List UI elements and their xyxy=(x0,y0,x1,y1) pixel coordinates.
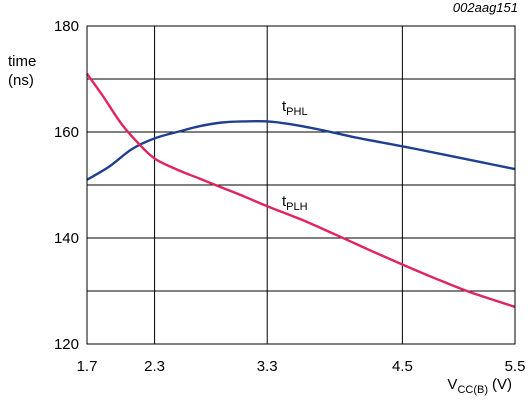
plot-frame xyxy=(86,25,516,345)
series-label-tplh-main: t xyxy=(282,193,287,210)
series-label-tplh-sub: PLH xyxy=(286,201,307,213)
grid xyxy=(87,26,515,344)
y-tick-label: 160 xyxy=(54,124,79,141)
series-label-tphl: tPHL xyxy=(282,98,308,118)
x-tick-label: 1.7 xyxy=(77,358,98,375)
x-axis-label-unit: (V) xyxy=(492,376,512,393)
x-axis-label-sub: CC(B) xyxy=(457,384,488,396)
x-tick-label: 4.5 xyxy=(392,358,413,375)
x-tick-label: 5.5 xyxy=(505,358,526,375)
x-tick-label: 3.3 xyxy=(257,358,278,375)
x-axis-label-main: V xyxy=(447,376,457,393)
y-tick-label: 120 xyxy=(54,336,79,353)
series-line-tphl xyxy=(86,119,516,181)
y-tick-label: 140 xyxy=(54,230,79,247)
x-tick-label: 2.3 xyxy=(144,358,165,375)
y-tick-label: 180 xyxy=(54,18,79,35)
series-label-tplh: tPLH xyxy=(282,193,308,213)
y-axis-label-line1: time xyxy=(8,53,36,70)
figure-code: 002aag151 xyxy=(453,0,518,15)
series-line-tplh xyxy=(86,73,516,309)
x-axis-label: VCC(B) (V) xyxy=(447,376,512,396)
x-tick-labels: 1.7 2.3 3.3 4.5 5.5 xyxy=(77,358,526,375)
y-tick-labels: 120 140 160 180 xyxy=(54,18,79,353)
y-axis-label-line2: (ns) xyxy=(8,72,34,89)
series-label-tphl-sub: PHL xyxy=(286,106,307,118)
series-label-tphl-main: t xyxy=(282,98,287,115)
series-lines xyxy=(86,73,516,309)
